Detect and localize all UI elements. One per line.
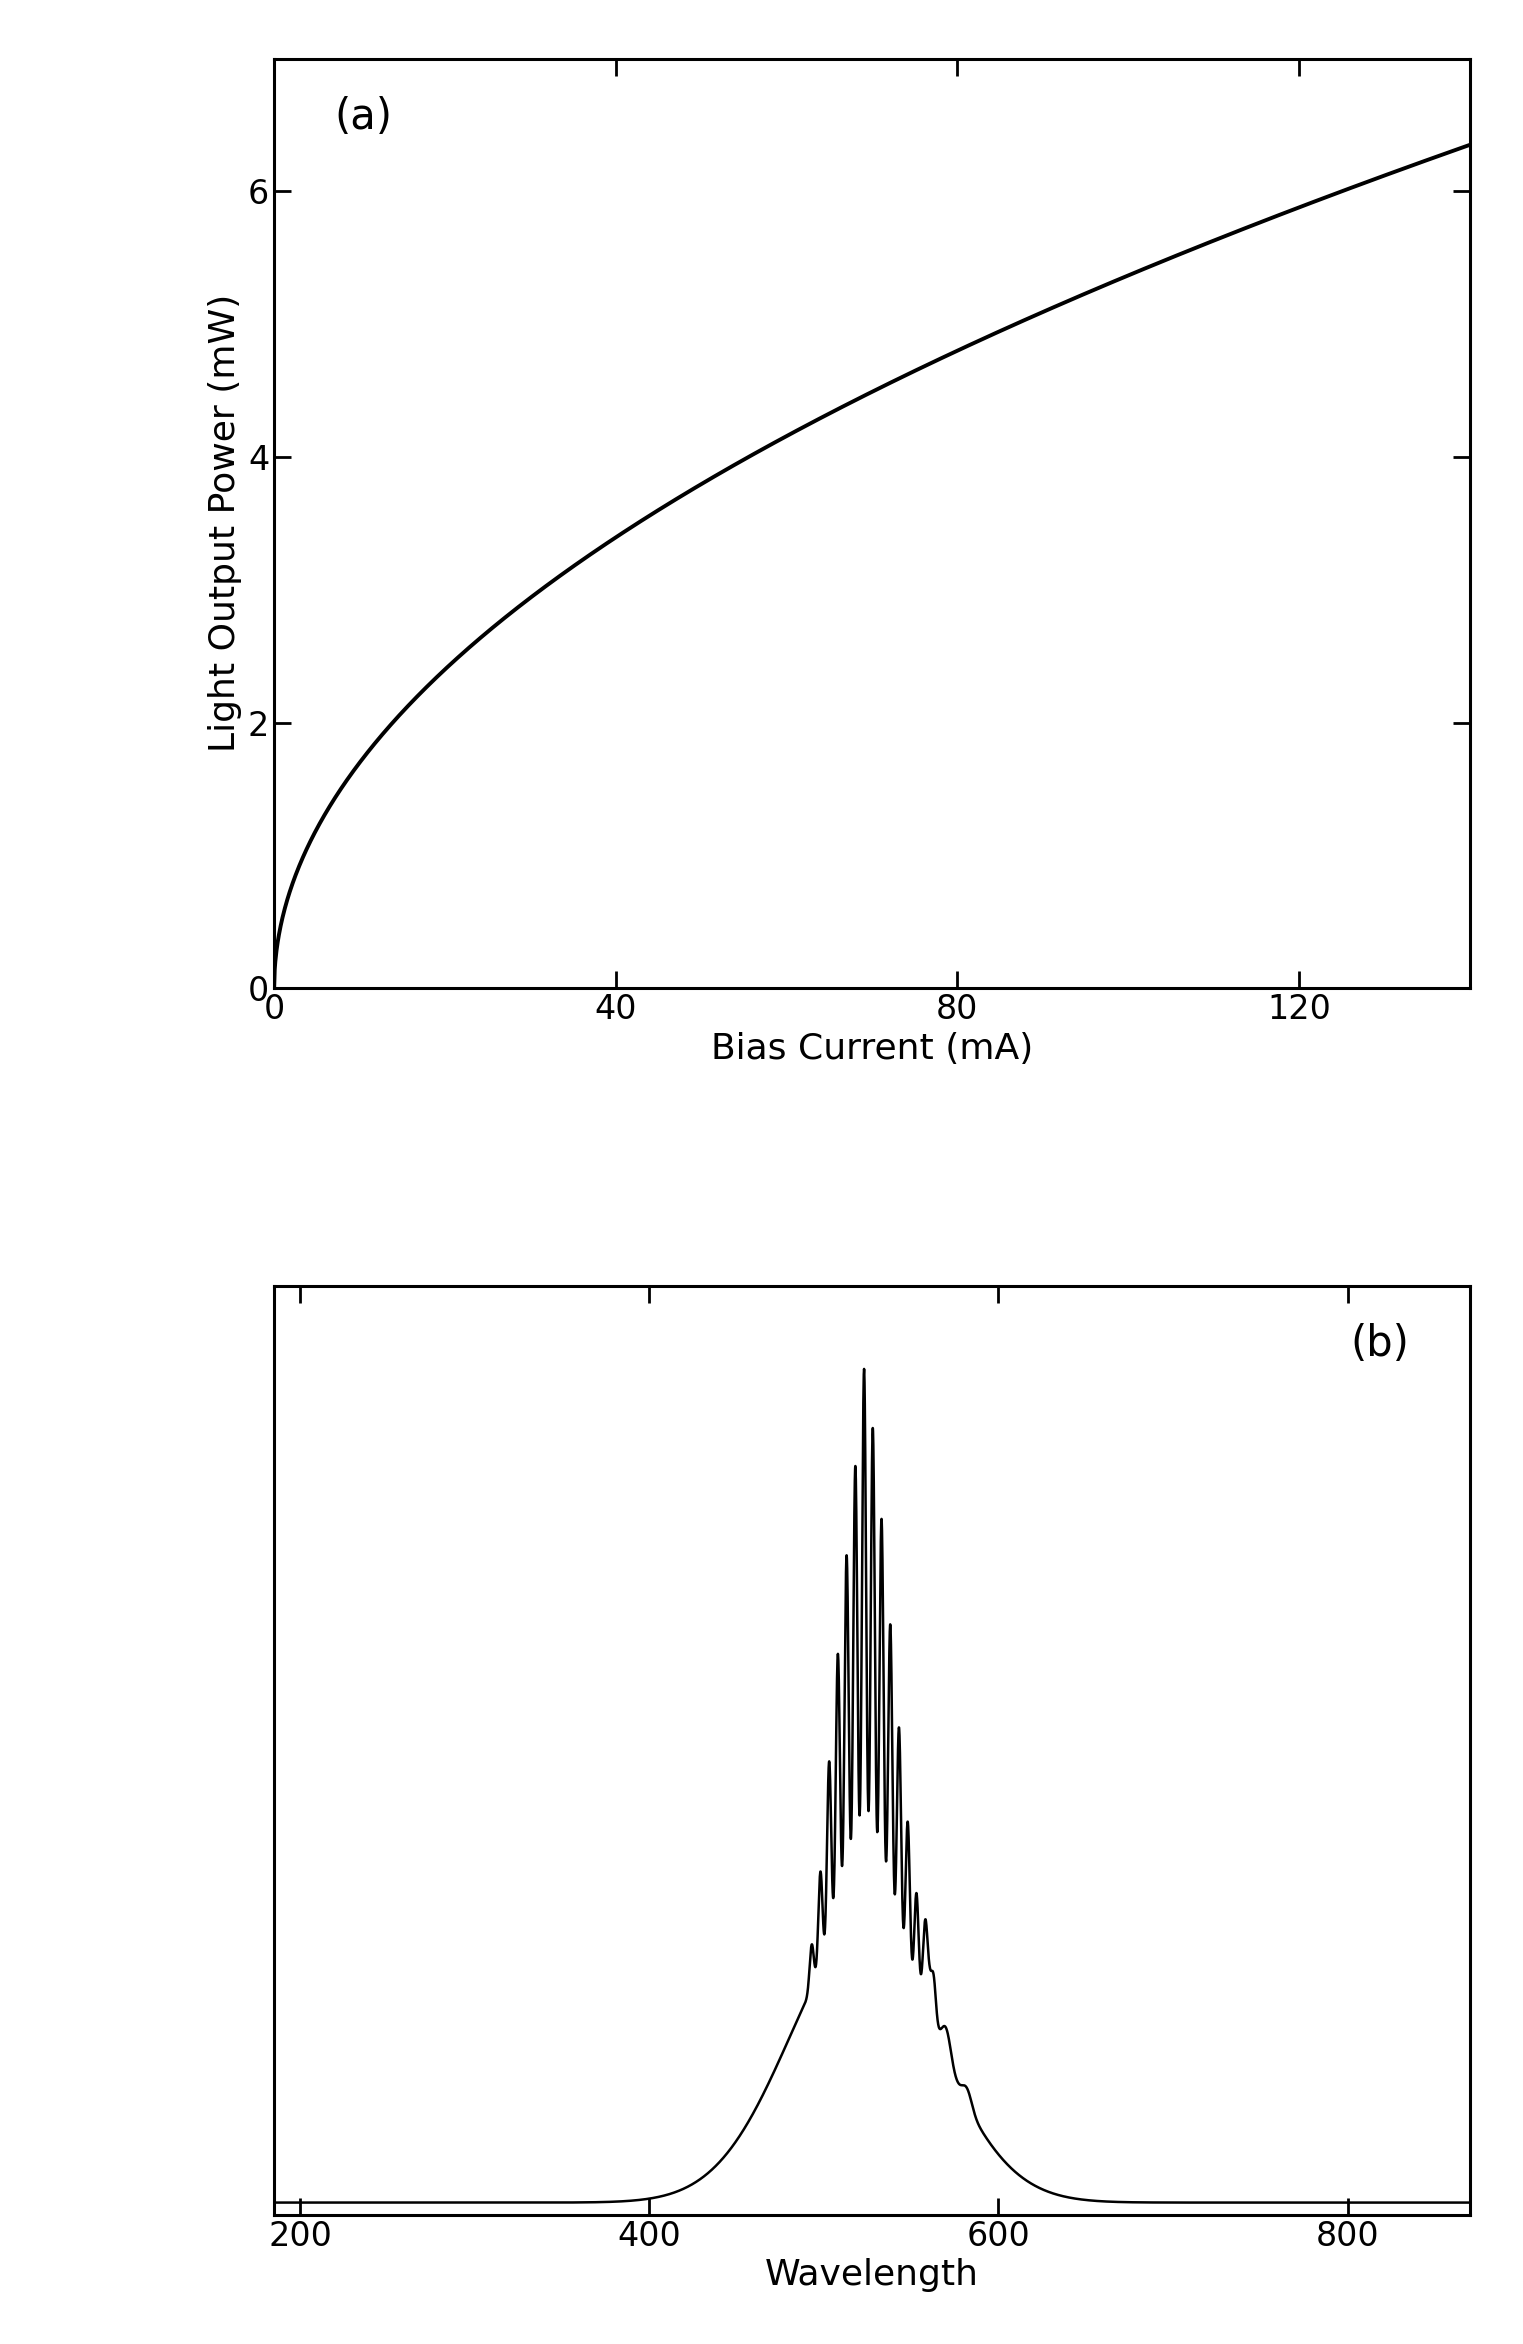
X-axis label: Wavelength: Wavelength <box>765 2260 979 2292</box>
Text: (b): (b) <box>1349 1322 1409 1364</box>
X-axis label: Bias Current (mA): Bias Current (mA) <box>711 1031 1033 1067</box>
Y-axis label: Light Output Power (mW): Light Output Power (mW) <box>209 295 242 752</box>
Text: (a): (a) <box>334 96 391 138</box>
